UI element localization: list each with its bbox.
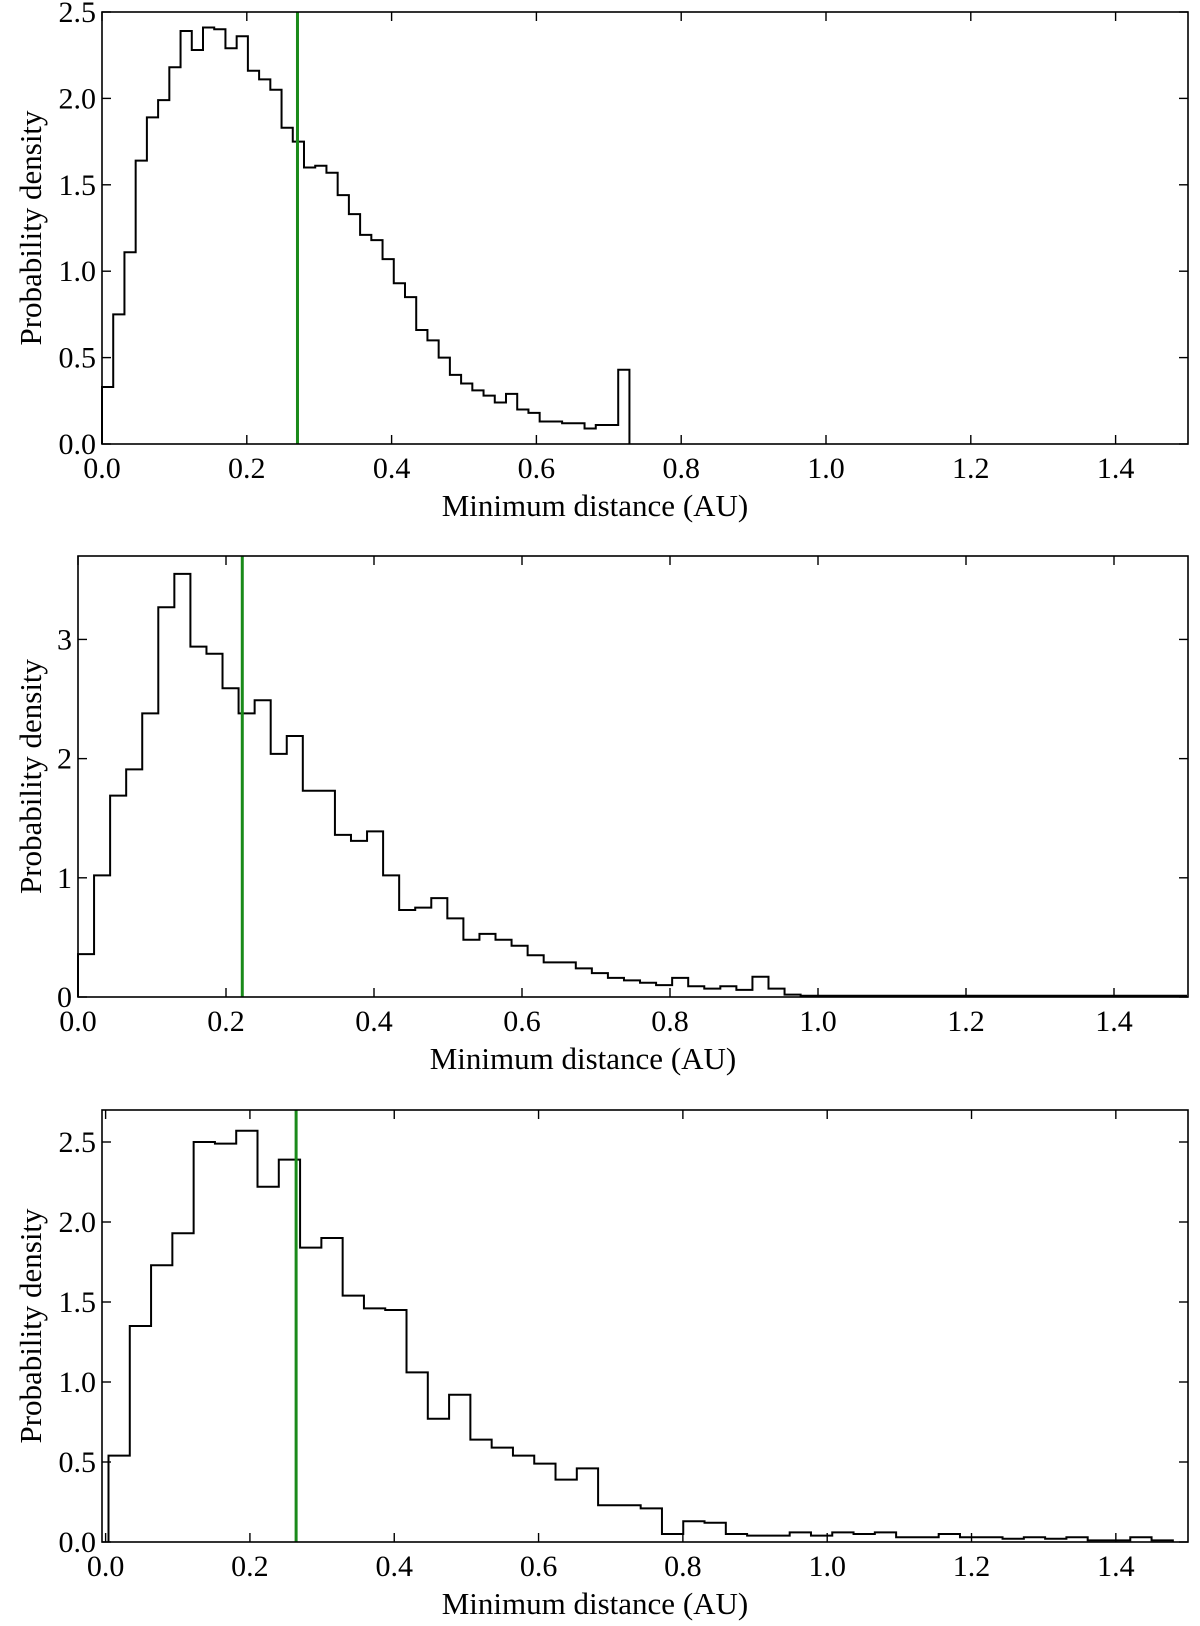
x-tick-label: 0.8 [664,1550,702,1583]
y-tick-label: 0.0 [59,1526,97,1559]
y-tick-label: 0 [57,981,72,1014]
histogram-outline [77,572,1187,997]
x-axis-label: Minimum distance (AU) [430,1041,737,1076]
x-axis-label: Minimum distance (AU) [442,488,749,523]
y-tick-label: 2.5 [59,0,97,29]
plot-frame [101,1109,1189,1543]
x-tick-label: 1.2 [952,452,990,485]
x-tick-label: 0.4 [355,1005,393,1038]
y-tick-label: 1.0 [59,1366,97,1399]
x-tick-label: 0.6 [520,1550,558,1583]
y-tick-label: 1.5 [59,169,97,202]
x-tick-label: 1.0 [808,1550,846,1583]
x-tick-label: 1.4 [1097,1550,1135,1583]
histogram-outline [107,1129,1174,1542]
x-tick-label: 0.8 [651,1005,689,1038]
x-tick-label: 0.0 [87,1550,125,1583]
x-tick-label: 0.2 [231,1550,269,1583]
y-tick-label: 2.5 [59,1126,97,1159]
x-tick-label: 0.0 [83,452,121,485]
histogram-outline [101,26,631,444]
x-tick-label: 1.2 [947,1005,985,1038]
x-tick-label: 1.4 [1095,1005,1133,1038]
x-tick-label: 1.0 [807,452,845,485]
plot-frame [101,11,1189,445]
y-tick-label: 1.0 [59,255,97,288]
x-tick-label: 0.4 [373,452,411,485]
x-tick-label: 0.6 [503,1005,541,1038]
y-axis-label: Probability density [13,110,48,346]
y-tick-label: 1.5 [59,1286,97,1319]
histogram-panel-top: 0.0 0.2 0.4 0.6 0.8 1.0 1.2 1.4 0.0 0.5 1.0 1.5 2.0 2… [13,0,1189,523]
y-tick-label: 3 [57,623,72,656]
y-axis-label: Probability density [13,1208,48,1444]
y-tick-label: 1 [57,862,72,895]
x-tick-label: 0.0 [59,1005,97,1038]
y-tick-label: 0.5 [59,342,97,375]
y-tick-label: 2 [57,743,72,776]
y-tick-label: 2.0 [59,82,97,115]
x-tick-label: 0.2 [207,1005,245,1038]
histogram-panel-middle: 0.0 0.2 0.4 0.6 0.8 1.0 1.2 1.4 0 1 2 3 Minimum dist… [13,555,1189,1076]
y-tick-label: 2.0 [59,1206,97,1239]
y-tick-label: 0.0 [59,428,97,461]
x-tick-label: 0.8 [662,452,700,485]
histogram-panel-bottom: 0.0 0.2 0.4 0.6 0.8 1.0 1.2 1.4 0.0 0.5 1.0 1.5 2.0 2… [13,1109,1189,1621]
y-axis-label: Probability density [13,658,48,894]
x-tick-label: 0.4 [375,1550,413,1583]
x-tick-label: 1.2 [953,1550,991,1583]
x-tick-label: 0.2 [228,452,266,485]
x-tick-label: 1.4 [1097,452,1135,485]
x-tick-label: 0.6 [518,452,556,485]
x-tick-label: 1.0 [799,1005,837,1038]
plot-frame [77,555,1189,998]
y-tick-label: 0.5 [59,1446,97,1479]
x-axis-label: Minimum distance (AU) [442,1586,749,1621]
